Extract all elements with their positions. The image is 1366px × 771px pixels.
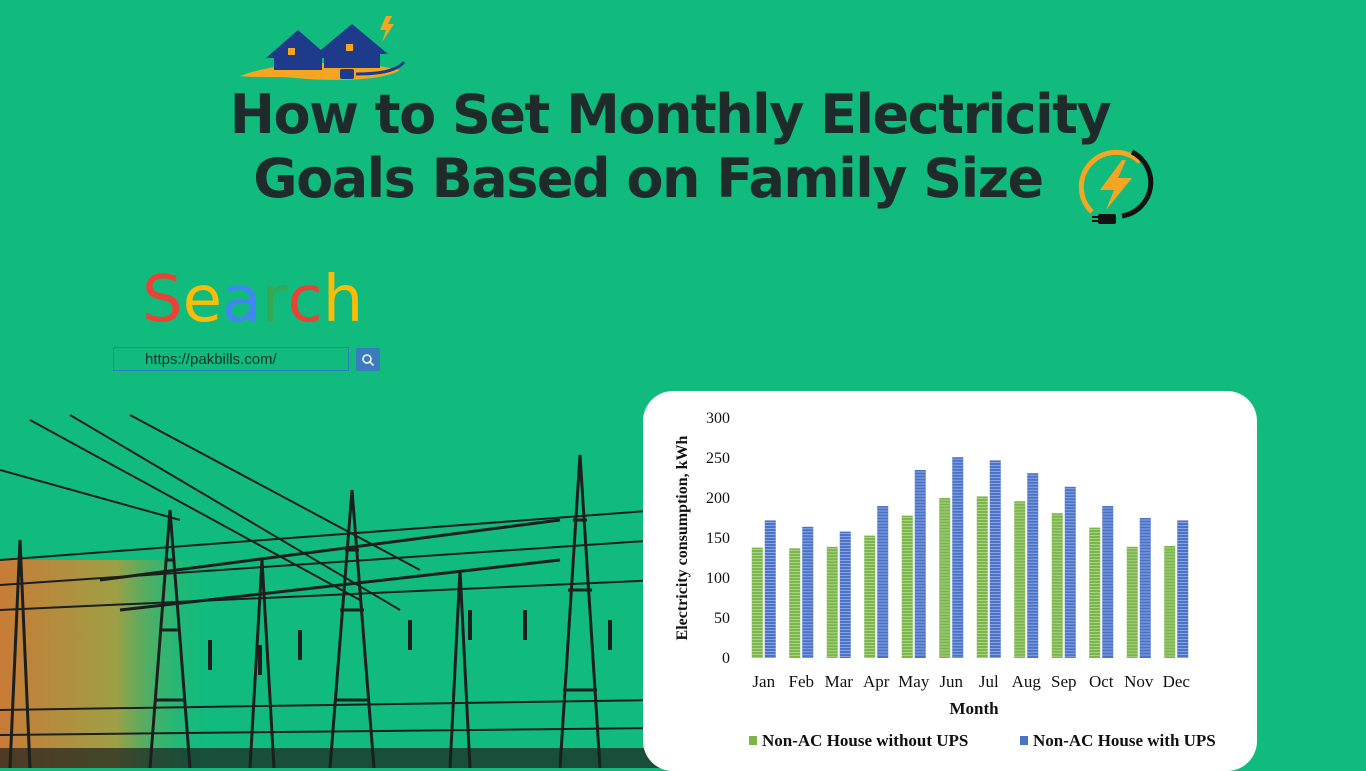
bar-1 [939,498,951,658]
legend-label-1: Non-AC House without UPS [762,731,968,750]
x-tick-label: Apr [863,672,890,691]
search-letter: e [182,263,222,337]
house-plug-logo [240,16,406,80]
x-tick-label: Dec [1163,672,1191,691]
y-tick-label: 100 [706,570,730,587]
search-letter: h [322,263,364,337]
x-tick-label: Feb [789,672,815,691]
x-tick-label: Aug [1012,672,1042,691]
chart-card: 0 50 100 150 200 250 300 Electricity consumptio… [643,391,1257,771]
x-tick-label: Oct [1089,672,1114,691]
bar-1 [751,547,763,658]
bar-1 [864,535,876,658]
bar-2 [1064,486,1076,658]
y-axis-label: Electricity consumption, kWh [674,435,691,640]
power-towers-illustration [0,414,660,768]
bar-1 [1126,546,1138,658]
consumption-bar-chart: 0 50 100 150 200 250 300 Electricity consumptio… [674,410,1216,750]
bar-2 [1139,518,1151,658]
bar-2 [1027,473,1039,658]
url-search-input[interactable]: https://pakbills.com/ [113,347,349,371]
search-icon [362,353,375,366]
legend-swatch-1 [749,736,757,745]
x-tick-label: Jan [752,672,775,691]
search-letter: a [222,263,262,337]
bar-1 [1089,527,1101,658]
page-title-line-2: Goals Based on Family Size [253,147,1044,210]
bar-1 [1014,501,1026,658]
bar-2 [1102,506,1114,658]
bar-1 [1051,513,1063,658]
bar-2 [1177,520,1189,658]
bar-1 [789,548,801,658]
x-tick-label: Nov [1124,672,1154,691]
y-tick-label: 150 [706,530,730,547]
bar-2 [839,531,851,658]
x-tick-label: Jul [979,672,999,691]
y-tick-label: 0 [722,650,730,667]
x-tick-label: Jun [939,672,963,691]
y-tick-label: 50 [714,610,730,627]
y-tick-label: 300 [706,410,730,427]
y-tick-label: 250 [706,450,730,467]
bar-1 [1164,546,1176,658]
x-tick-label: Mar [825,672,854,691]
legend-label-2: Non-AC House with UPS [1033,731,1216,750]
search-letter: S [142,263,183,337]
bar-2 [914,470,926,658]
bar-1 [976,496,988,658]
x-axis-label: Month [949,699,999,718]
y-tick-label: 200 [706,490,730,507]
x-tick-label: May [898,672,930,691]
bar-2 [802,526,814,658]
page-title-line-1: How to Set Monthly Electricity [229,83,1112,146]
search-button[interactable] [356,348,380,371]
bar-2 [952,457,964,658]
x-tick-label: Sep [1051,672,1077,691]
bar-1 [826,546,838,658]
search-letter: r [261,263,288,337]
bar-2 [877,506,889,658]
lightning-plug-icon [1078,149,1154,224]
search-letter: c [287,263,323,337]
search-wordmark: Search [142,262,363,338]
bar-2 [764,520,776,658]
bar-1 [901,515,913,658]
bar-2 [989,460,1001,658]
legend-swatch-2 [1020,736,1028,745]
